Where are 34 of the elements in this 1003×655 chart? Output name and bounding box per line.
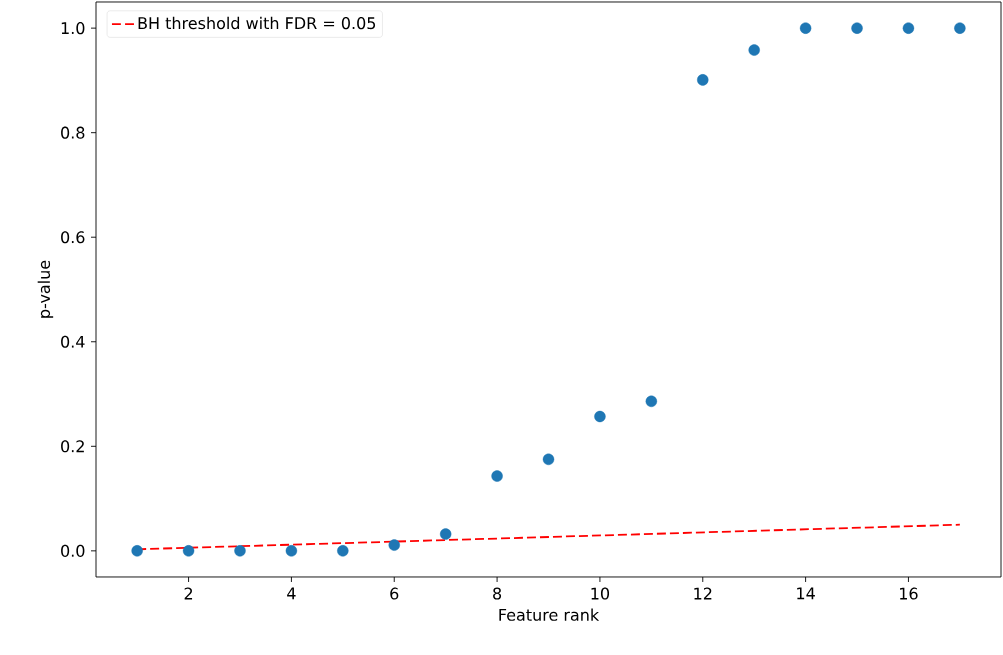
x-tick-label: 14 [797, 587, 815, 600]
y-tick-label: 0.2 [61, 440, 84, 453]
point [439, 528, 452, 540]
x-axis-title: Feature rank [499, 608, 600, 621]
x-tick-label: 6 [390, 587, 399, 600]
point [542, 453, 555, 466]
point [594, 410, 606, 423]
point [645, 395, 658, 408]
point [851, 22, 863, 34]
point [954, 22, 966, 34]
point [799, 22, 812, 34]
point [337, 545, 349, 557]
x-tick-label: 2 [184, 587, 193, 600]
y-tick-label: 0.8 [61, 126, 85, 139]
x-tick-label: 10 [591, 587, 610, 600]
point [388, 539, 400, 551]
x-tick-label: 4 [287, 587, 296, 600]
y-tick-label: 0.4 [61, 335, 85, 348]
y-axis-title: p-value [37, 260, 54, 318]
y-tick-label: 0.0 [61, 544, 85, 557]
point [748, 44, 760, 56]
x-tick-label: 8 [493, 587, 502, 600]
point [131, 545, 143, 557]
point [234, 545, 246, 557]
point [182, 545, 195, 557]
point [697, 74, 709, 86]
point [491, 470, 503, 482]
point [902, 22, 915, 34]
point [285, 545, 298, 557]
y-tick-label: 1.0 [61, 22, 85, 35]
x-tick-label: 12 [694, 587, 712, 600]
y-tick-label: 0.6 [61, 231, 85, 244]
x-tick-label: 16 [900, 587, 918, 600]
legend-label: BH threshold with FDR = 0.05 [138, 16, 376, 30]
